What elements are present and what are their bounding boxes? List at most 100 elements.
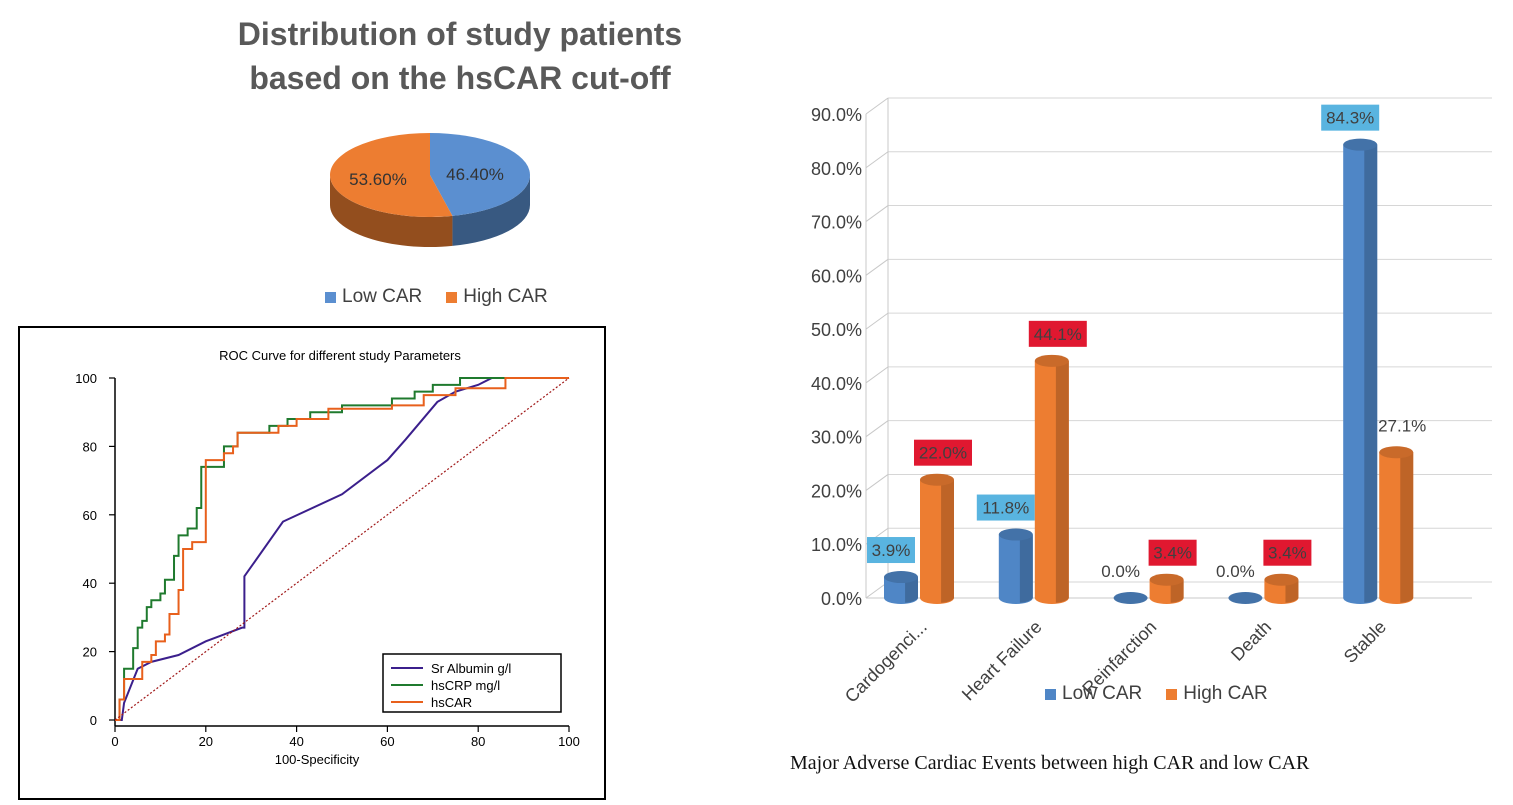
bar-y-tick-label: 90.0%	[811, 105, 862, 125]
pie-label-low: 46.40%	[446, 165, 504, 184]
bar-data-label: 0.0%	[1101, 562, 1140, 581]
pie-label-high: 53.60%	[349, 170, 407, 189]
bar-low-top	[1343, 138, 1378, 151]
bar-grid-depth	[865, 258, 889, 276]
bar-grid-depth	[865, 366, 889, 384]
pie-title-line1: Distribution of study patients	[237, 16, 683, 52]
bar-low-top	[1113, 592, 1148, 604]
bar-legend-label-high: High CAR	[1183, 683, 1268, 704]
pie-legend: Low CAR High CAR	[325, 286, 564, 308]
bar-data-label: 27.1%	[1378, 416, 1426, 435]
bar-low	[998, 528, 1033, 604]
bar-high-top	[1379, 446, 1414, 459]
bar-category-label: Heart Failure	[958, 617, 1046, 705]
bar-legend-swatch-low	[1045, 688, 1056, 700]
roc-y-tick-label: 40	[83, 576, 97, 591]
bar-high-shade	[1400, 452, 1414, 603]
bar-low-top	[884, 571, 918, 584]
bar-low-shade	[1364, 144, 1378, 603]
bar-grid-depth	[865, 151, 889, 169]
bar-high	[1034, 354, 1069, 604]
bar-data-label: 11.8%	[982, 499, 1029, 518]
pie-chart-title: Distribution of study patients based on …	[170, 12, 750, 100]
bar-high-top	[1264, 573, 1299, 586]
pie-title-line2: based on the hsCAR cut-off	[249, 60, 671, 96]
bar-low	[1113, 592, 1148, 604]
roc-legend-label: Sr Albumin g/l	[431, 661, 511, 676]
roc-series-line	[115, 377, 569, 721]
pie-slice-high	[330, 133, 453, 217]
bar-y-tick-label: 70.0%	[811, 213, 862, 233]
bar-high	[920, 473, 954, 604]
bar-y-tick-label: 0.0%	[821, 589, 862, 609]
bar-grid-depth	[865, 97, 889, 115]
bar-low-shade	[905, 577, 918, 603]
pie-legend-label-low: Low CAR	[342, 286, 423, 307]
roc-title: ROC Curve for different study Parameters	[219, 348, 461, 363]
bar-data-label: 3.4%	[1268, 544, 1307, 563]
bar-category-label: Cardogenci...	[841, 617, 931, 707]
figure-caption: Major Adverse Cardiac Events between hig…	[790, 752, 1310, 774]
roc-y-tick-label: 100	[75, 371, 97, 386]
bar-y-tick-label: 10.0%	[811, 535, 862, 555]
bar-data-label: 22.0%	[919, 444, 967, 463]
bar-legend-item-high: High CAR	[1166, 683, 1268, 705]
bar-low-top	[1228, 592, 1263, 604]
bar-grid-depth	[865, 474, 889, 491]
bar-data-label-bg	[976, 494, 1035, 521]
bar-high-shade	[1170, 579, 1184, 603]
roc-x-tick-label: 80	[471, 734, 485, 749]
roc-chart-frame: ROC Curve for different study Parameters…	[18, 326, 606, 800]
bar-low-top	[998, 528, 1033, 541]
bar-data-label: 44.1%	[1034, 325, 1082, 344]
bar-low-shade	[1019, 534, 1033, 603]
bar-high-top	[1034, 354, 1069, 367]
bar-data-label-bg	[1263, 539, 1312, 566]
bar-data-label-bg	[867, 537, 915, 564]
bar-high	[1149, 573, 1184, 604]
bar-y-tick-label: 50.0%	[811, 320, 862, 340]
roc-y-tick-label: 80	[83, 439, 97, 454]
bar-low	[1343, 138, 1378, 605]
pie-side-low	[452, 175, 530, 246]
bar-high-shade	[1055, 360, 1069, 603]
roc-reference-line	[114, 377, 570, 721]
bar-legend-label-low: Low CAR	[1062, 683, 1143, 704]
roc-x-tick-label: 100	[558, 734, 580, 749]
bar-legend: Low CAR High CAR	[1045, 683, 1284, 705]
bar-data-label-bg	[1321, 104, 1380, 131]
bar-grid-depth	[865, 205, 889, 222]
bar-chart: 0.0% 10.0% 20.0% 30.0% 40.0% 50.0% 60.0% 70.0% 8…	[811, 97, 1492, 707]
bar-y-tick-label: 80.0%	[811, 159, 862, 179]
pie-side-high	[330, 175, 453, 247]
bar-data-label: 3.9%	[872, 541, 911, 560]
roc-series-line	[115, 377, 569, 721]
pie-legend-item-low: Low CAR	[325, 286, 422, 308]
bar-y-tick-label: 20.0%	[811, 481, 862, 501]
pie-legend-swatch-low	[325, 291, 336, 303]
roc-y-tick-label: 0	[90, 713, 97, 728]
bar-high	[1379, 446, 1414, 604]
bar-grid-depth	[865, 420, 889, 438]
bar-data-label-bg	[1148, 539, 1197, 566]
bar-high-shade	[1285, 579, 1299, 603]
bar-data-label: 3.4%	[1153, 544, 1192, 563]
bar-legend-item-low: Low CAR	[1045, 683, 1142, 705]
bar-high-top	[1149, 573, 1184, 586]
roc-chart: ROC Curve for different study Parameters…	[75, 348, 580, 767]
bar-data-label: 0.0%	[1216, 562, 1255, 581]
bar-low	[884, 571, 918, 604]
bar-low	[1228, 592, 1263, 604]
bar-data-label-bg	[1028, 320, 1087, 347]
bar-y-tick-label: 60.0%	[811, 266, 862, 286]
roc-legend-label: hsCRP mg/l	[431, 678, 500, 693]
bar-high-shade	[941, 479, 954, 603]
pie-slice-low	[430, 133, 530, 216]
bar-legend-swatch-high	[1166, 688, 1178, 700]
roc-y-tick-label: 20	[83, 645, 97, 660]
roc-y-tick-label: 60	[83, 508, 97, 523]
roc-x-tick-label: 40	[289, 734, 303, 749]
roc-legend-label: hsCAR	[431, 695, 472, 710]
roc-x-tick-label: 0	[111, 734, 118, 749]
pie-legend-item-high: High CAR	[446, 286, 548, 308]
